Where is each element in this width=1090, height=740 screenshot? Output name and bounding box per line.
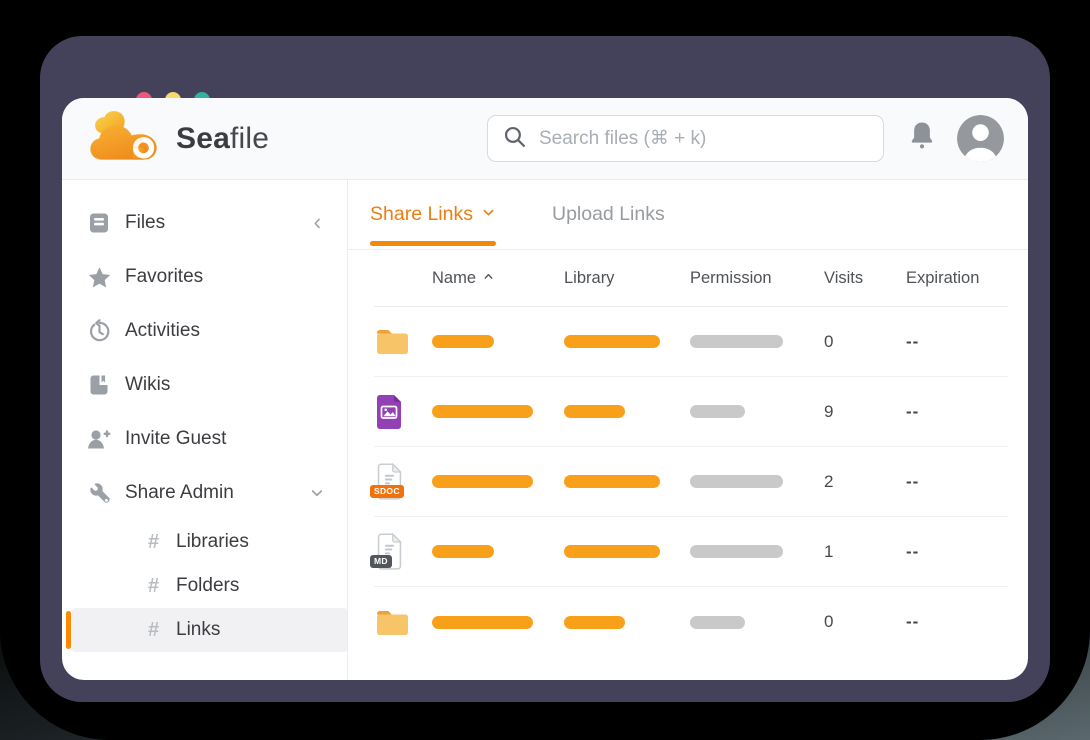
sdoc-file-icon: SDOC bbox=[370, 460, 410, 504]
active-tab-underline bbox=[370, 241, 496, 246]
sidebar-item-label: Links bbox=[176, 619, 221, 640]
tab-bar: Share Links Upload Links bbox=[348, 180, 1028, 250]
sidebar-item-wikis[interactable]: Wikis bbox=[62, 358, 347, 412]
notifications-button[interactable] bbox=[905, 120, 939, 157]
file-type-badge: SDOC bbox=[370, 484, 404, 498]
library-placeholder-bar bbox=[564, 405, 625, 418]
permission-placeholder-bar bbox=[690, 475, 783, 488]
expiration-value: -- bbox=[906, 471, 920, 491]
search-icon bbox=[502, 124, 527, 154]
star-icon bbox=[86, 265, 112, 290]
files-icon bbox=[86, 211, 112, 235]
tab-label: Upload Links bbox=[551, 203, 665, 225]
expiration-value: -- bbox=[906, 541, 920, 561]
hash-icon: # bbox=[148, 618, 160, 641]
wrench-icon bbox=[86, 481, 112, 506]
folder-icon bbox=[374, 320, 410, 364]
name-placeholder-bar bbox=[432, 545, 494, 558]
expiration-value: -- bbox=[906, 612, 920, 631]
sidebar-item-libraries[interactable]: # Libraries bbox=[72, 520, 347, 564]
expiration-value: -- bbox=[906, 401, 920, 421]
logo-text: Seafile bbox=[176, 121, 270, 155]
history-icon bbox=[86, 318, 112, 344]
expiration-value: -- bbox=[906, 331, 920, 351]
table-row[interactable]: SDOC 2 -- bbox=[370, 447, 1008, 517]
name-placeholder-bar bbox=[432, 405, 533, 418]
table-row[interactable]: 0 -- bbox=[374, 587, 1008, 657]
library-placeholder-bar bbox=[564, 545, 660, 558]
search-box[interactable] bbox=[487, 115, 884, 162]
sidebar-item-label: Invite Guest bbox=[125, 428, 227, 449]
invite-guest-icon bbox=[86, 426, 112, 452]
column-header-name[interactable]: Name bbox=[432, 269, 564, 288]
hash-icon: # bbox=[148, 530, 160, 553]
chevron-down-icon bbox=[481, 203, 496, 226]
visits-count: 0 bbox=[824, 612, 834, 631]
sidebar-item-label: Favorites bbox=[125, 266, 204, 287]
sidebar-item-label: Activities bbox=[125, 320, 200, 341]
hash-icon: # bbox=[148, 574, 160, 597]
chevron-left-icon[interactable] bbox=[310, 216, 325, 231]
seafile-logo[interactable]: Seafile bbox=[88, 110, 269, 167]
search-input[interactable] bbox=[539, 127, 869, 150]
permission-placeholder-bar bbox=[690, 615, 745, 629]
tab-share-links[interactable]: Share Links bbox=[370, 180, 496, 249]
app-header: Seafile bbox=[62, 98, 1028, 180]
sidebar-item-files[interactable]: Files bbox=[62, 196, 347, 250]
main-content: Share Links Upload Links Name bbox=[348, 180, 1028, 680]
sidebar-item-label: Wikis bbox=[125, 374, 171, 395]
name-placeholder-bar bbox=[432, 335, 494, 348]
sidebar-item-label: Libraries bbox=[176, 531, 249, 552]
visits-count: 0 bbox=[824, 331, 834, 351]
permission-placeholder-bar bbox=[690, 405, 745, 418]
chevron-down-icon[interactable] bbox=[309, 485, 325, 501]
sidebar-item-links[interactable]: # Links bbox=[66, 608, 347, 652]
app-window: Seafile bbox=[40, 36, 1050, 702]
sidebar-item-invite-guest[interactable]: Invite Guest bbox=[62, 412, 347, 466]
table-row[interactable]: 0 -- bbox=[374, 307, 1008, 377]
sort-caret-up-icon bbox=[482, 269, 495, 288]
sidebar-item-folders[interactable]: # Folders bbox=[72, 564, 347, 608]
library-placeholder-bar bbox=[564, 615, 625, 629]
seafile-cloud-icon bbox=[88, 110, 166, 167]
name-placeholder-bar bbox=[432, 475, 533, 488]
visits-count: 1 bbox=[824, 541, 834, 561]
library-placeholder-bar bbox=[564, 475, 660, 488]
tab-upload-links[interactable]: Upload Links bbox=[552, 180, 665, 249]
active-indicator bbox=[66, 611, 71, 649]
app-card: Seafile bbox=[62, 98, 1028, 680]
md-file-icon: MD bbox=[370, 530, 410, 574]
permission-placeholder-bar bbox=[690, 335, 783, 348]
library-placeholder-bar bbox=[564, 335, 660, 348]
column-header-permission[interactable]: Permission bbox=[690, 268, 772, 287]
sidebar-item-label: Files bbox=[125, 212, 166, 233]
sidebar-item-label: Folders bbox=[176, 575, 240, 596]
tab-label: Share Links bbox=[370, 203, 473, 225]
bell-icon bbox=[907, 120, 937, 157]
table-row[interactable]: MD 1 -- bbox=[370, 517, 1008, 587]
sidebar-item-label: Share Admin bbox=[125, 482, 234, 503]
user-avatar-icon[interactable] bbox=[957, 115, 1004, 162]
folder-icon bbox=[374, 600, 410, 644]
column-header-visits[interactable]: Visits bbox=[824, 268, 864, 287]
sidebar-item-activities[interactable]: Activities bbox=[62, 304, 347, 358]
visits-count: 9 bbox=[824, 401, 834, 421]
table-row[interactable]: 9 -- bbox=[374, 377, 1008, 447]
image-file-icon bbox=[374, 390, 410, 434]
column-header-expiration[interactable]: Expiration bbox=[906, 268, 980, 287]
sidebar: Files Favorites bbox=[62, 180, 348, 680]
visits-count: 2 bbox=[824, 471, 834, 491]
permission-placeholder-bar bbox=[690, 545, 783, 558]
column-header-library[interactable]: Library bbox=[564, 268, 615, 287]
table-header-row: Name Library Permission Visits Expiratio… bbox=[374, 250, 1008, 307]
file-type-badge: MD bbox=[370, 554, 392, 568]
name-placeholder-bar bbox=[432, 615, 533, 629]
wiki-book-icon bbox=[86, 373, 112, 397]
share-links-table: Name Library Permission Visits Expiratio… bbox=[348, 250, 1028, 680]
sidebar-item-share-admin[interactable]: Share Admin bbox=[62, 466, 347, 520]
sidebar-item-favorites[interactable]: Favorites bbox=[62, 250, 347, 304]
